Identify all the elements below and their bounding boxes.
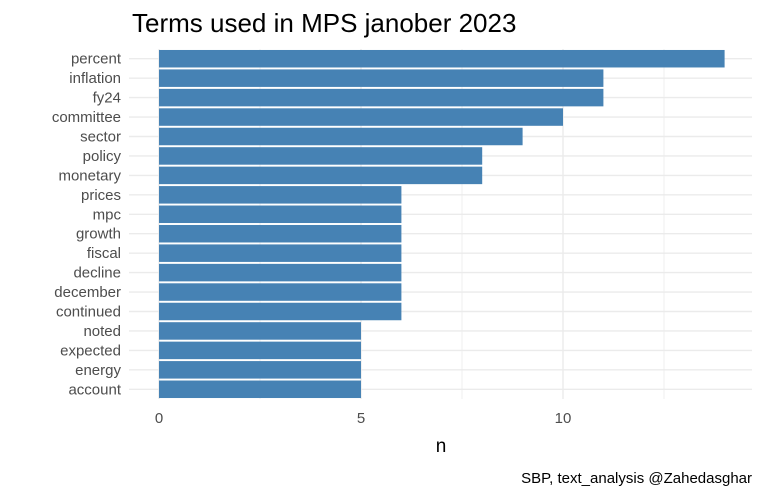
category-label: committee: [52, 109, 121, 126]
bar-energy: [159, 361, 361, 379]
category-labels: percent inflation fy24 committee sector polic…: [52, 51, 122, 399]
category-label: prices: [81, 187, 121, 204]
x-tick-label: 0: [155, 410, 163, 427]
category-label: percent: [71, 51, 122, 68]
category-label: fy24: [93, 90, 121, 107]
x-tick-labels: 0 5 10: [155, 410, 572, 427]
category-label: expected: [60, 342, 121, 359]
x-tick-label: 5: [357, 410, 365, 427]
category-label: fiscal: [87, 245, 121, 262]
bar-monetary: [159, 166, 483, 185]
category-label: mpc: [93, 206, 122, 223]
category-label: continued: [56, 304, 121, 321]
bar-sector: [159, 127, 523, 146]
bar-fy24: [159, 88, 604, 107]
category-label: energy: [75, 362, 121, 379]
bars: [159, 49, 725, 399]
bar-expected: [159, 341, 361, 360]
bar-inflation: [159, 69, 604, 87]
category-label: sector: [80, 129, 121, 146]
bar-committee: [159, 108, 563, 126]
bar-account: [159, 380, 361, 399]
category-label: growth: [76, 226, 121, 243]
bar-growth: [159, 224, 402, 243]
category-label: decline: [73, 265, 121, 282]
bar-decline: [159, 263, 402, 282]
chart-title: Terms used in MPS janober 2023: [132, 8, 516, 38]
bar-noted: [159, 322, 361, 340]
bar-policy: [159, 147, 483, 165]
category-label: policy: [83, 148, 122, 165]
bar-continued: [159, 302, 402, 321]
bar-prices: [159, 186, 402, 204]
bar-fiscal: [159, 244, 402, 262]
category-label: inflation: [69, 70, 121, 87]
bar-percent: [159, 49, 725, 68]
category-label: monetary: [58, 167, 121, 184]
category-label: noted: [83, 323, 121, 340]
x-axis-title: n: [436, 436, 447, 457]
category-label: december: [54, 284, 121, 301]
chart-caption: SBP, text_analysis @Zahedasghar: [521, 470, 752, 487]
bar-mpc: [159, 205, 402, 224]
x-tick-label: 10: [555, 410, 572, 427]
category-label: account: [68, 381, 121, 398]
bar-december: [159, 283, 402, 301]
